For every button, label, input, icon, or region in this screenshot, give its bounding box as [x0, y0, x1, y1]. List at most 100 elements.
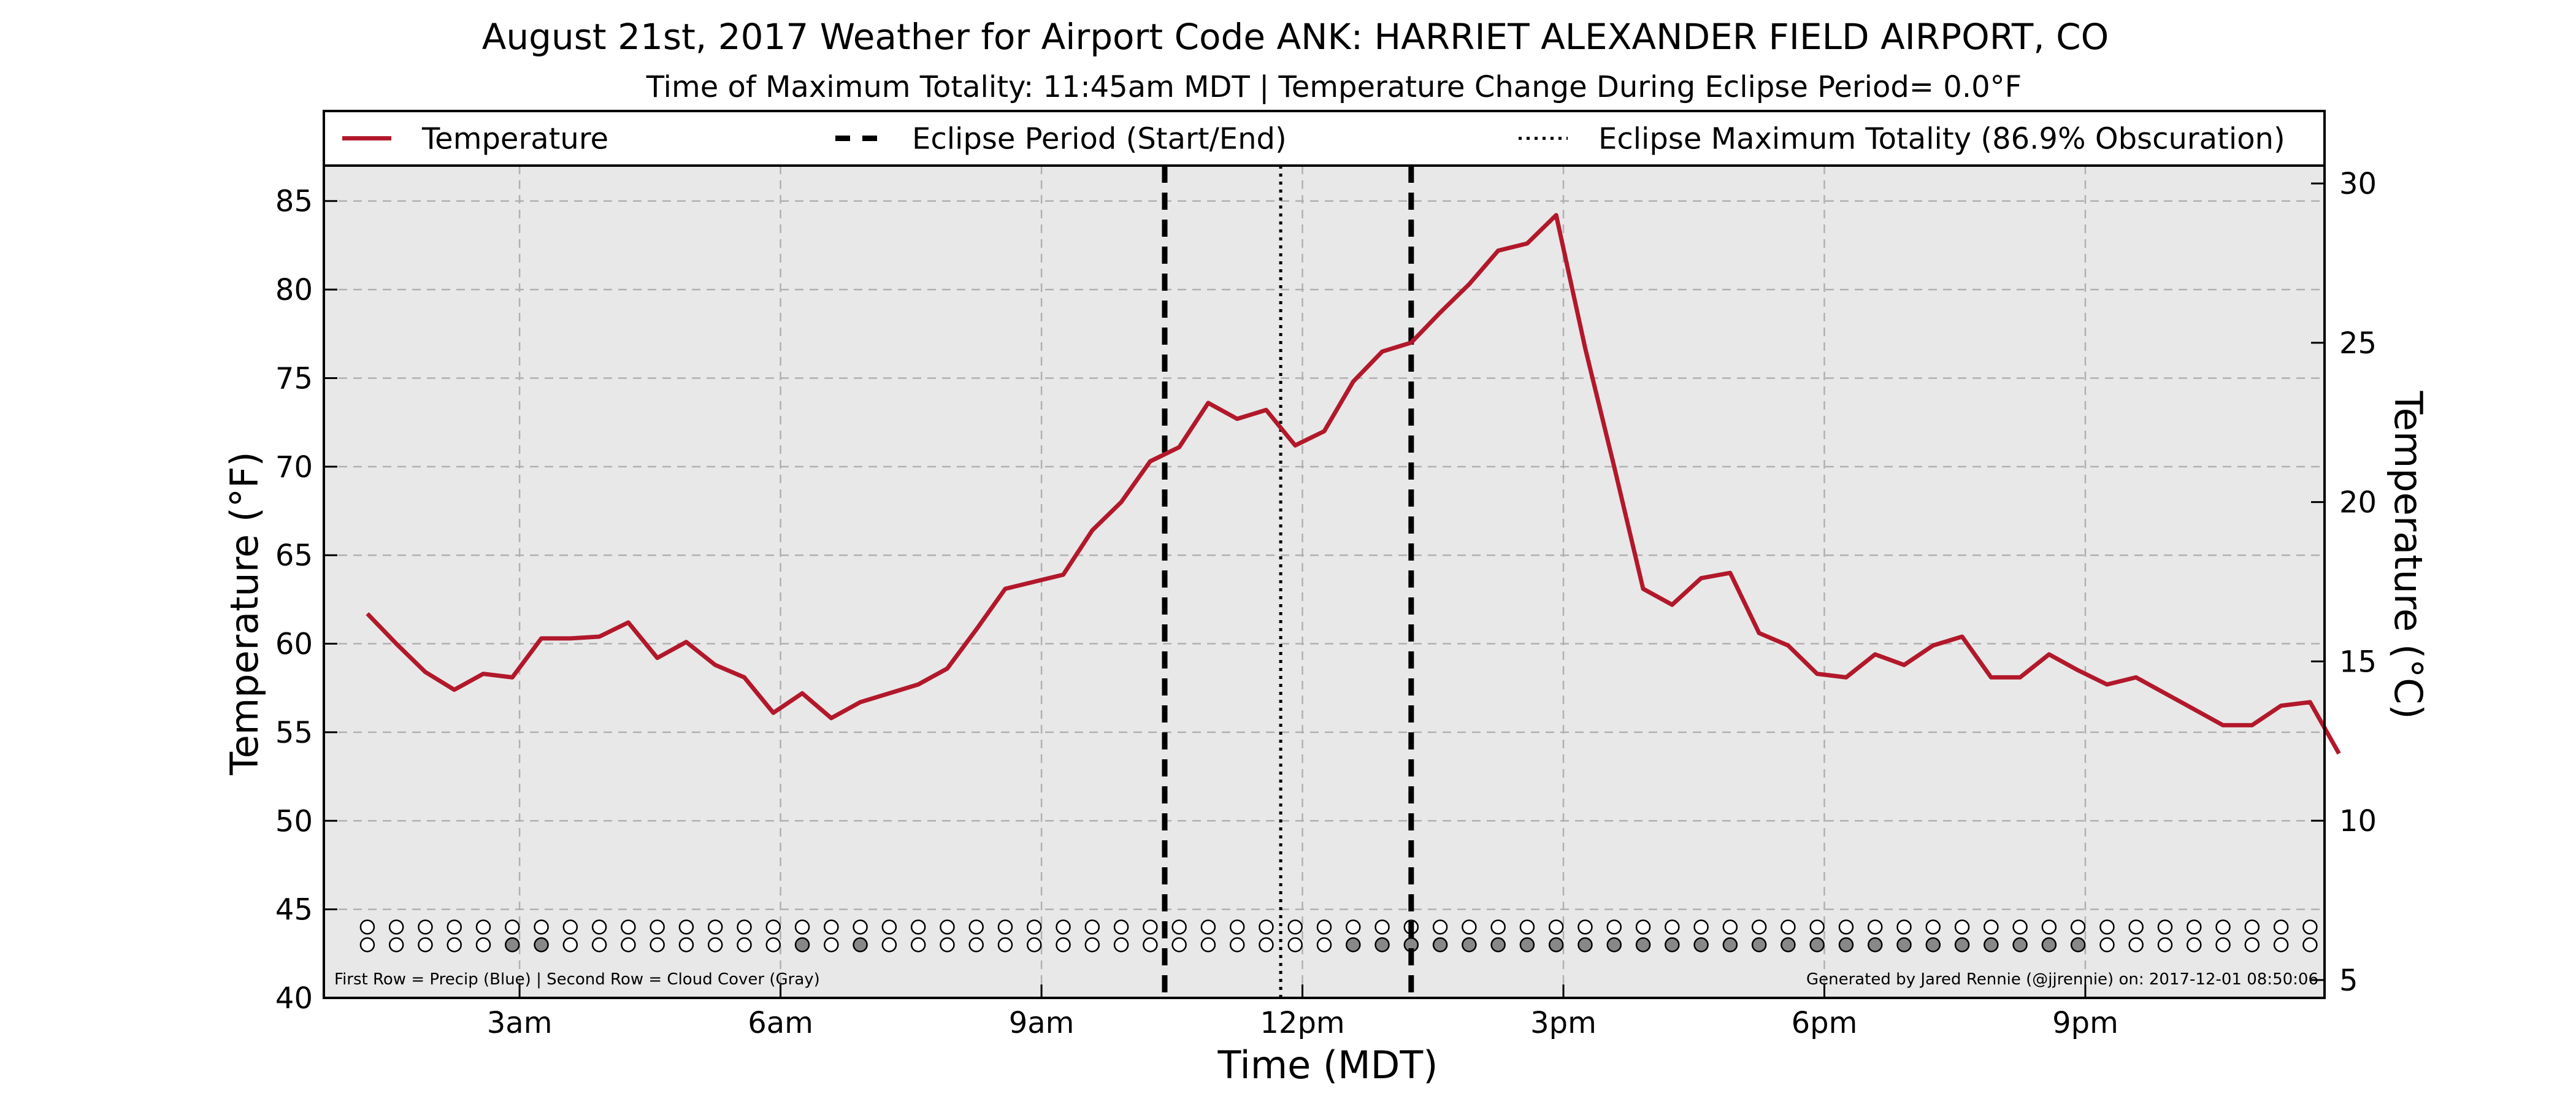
cloud-cover-indicator [2215, 937, 2231, 953]
precip-indicator [447, 919, 462, 935]
cloud-cover-indicator [388, 937, 404, 953]
precip-indicator [1722, 919, 1738, 935]
precip-indicator [824, 919, 839, 935]
cloud-cover-indicator [968, 937, 984, 953]
precip-indicator [1056, 919, 1071, 935]
cloud-cover-indicator [1954, 937, 1970, 953]
cloud-cover-indicator [1896, 937, 1912, 953]
cloud-cover-indicator [997, 937, 1013, 953]
cloud-cover-indicator [562, 937, 578, 953]
cloud-cover-indicator [1925, 937, 1941, 953]
plot-background [324, 166, 2325, 998]
cloud-cover-indicator [940, 937, 955, 953]
cloud-cover-indicator [1229, 937, 1245, 953]
precip-indicator [997, 919, 1013, 935]
precip-indicator [2187, 919, 2202, 935]
precip-indicator [1577, 919, 1593, 935]
x-tick-label: 9pm [2052, 1006, 2118, 1040]
x-tick-label: 6am [748, 1006, 813, 1040]
y-tick-label-left: 85 [275, 185, 313, 219]
precip-indicator [1229, 919, 1245, 935]
cloud-cover-indicator [505, 937, 520, 953]
cloud-cover-indicator [1809, 937, 1825, 953]
precip-indicator [2070, 919, 2086, 935]
precip-indicator [1490, 919, 1506, 935]
cloud-cover-indicator [1984, 937, 1999, 953]
precip-indicator [2273, 919, 2289, 935]
legend-box [323, 110, 2326, 167]
cloud-cover-indicator [1171, 937, 1187, 953]
y-tick-label-right: 25 [2339, 326, 2377, 361]
cloud-cover-indicator [1838, 937, 1854, 953]
temperature-line [366, 213, 2341, 755]
y-tick-label-right: 30 [2339, 167, 2377, 201]
cloud-cover-indicator [1200, 937, 1216, 953]
cloud-cover-indicator [621, 937, 636, 953]
precip-indicator [1925, 919, 1941, 935]
precip-indicator [2215, 919, 2231, 935]
cloud-cover-indicator [1346, 937, 1361, 953]
cloud-cover-indicator [678, 937, 694, 953]
cloud-cover-indicator [707, 937, 723, 953]
cloud-cover-indicator [2012, 937, 2028, 953]
precip-indicator [621, 919, 636, 935]
precip-indicator [2012, 919, 2028, 935]
x-tick-label: 6pm [1792, 1006, 1858, 1040]
precip-indicator [1143, 919, 1158, 935]
y-tick-label-left: 80 [275, 273, 313, 307]
y-axis-label-right: Temperature (°C) [2386, 390, 2431, 719]
precip-indicator [1751, 919, 1767, 935]
precip-indicator [1084, 919, 1100, 935]
precip-indicator [1693, 919, 1709, 935]
cloud-cover-indicator [2273, 937, 2289, 953]
precip-indicator [418, 919, 433, 935]
precip-indicator [359, 919, 375, 935]
precip-indicator [388, 919, 404, 935]
precip-indicator [591, 919, 607, 935]
precip-indicator [1374, 919, 1390, 935]
precip-indicator [1519, 919, 1535, 935]
cloud-cover-indicator [1026, 937, 1042, 953]
precip-indicator [765, 919, 781, 935]
cloud-cover-indicator [910, 937, 926, 953]
precip-indicator [1606, 919, 1622, 935]
precip-indicator [1635, 919, 1651, 935]
cloud-cover-indicator [853, 937, 868, 953]
cloud-cover-indicator [765, 937, 781, 953]
cloud-cover-indicator [2128, 937, 2144, 953]
precip-indicator [1287, 919, 1303, 935]
precip-indicator [1432, 919, 1448, 935]
cloud-cover-indicator [1665, 937, 1680, 953]
y-tick-label-left: 75 [275, 361, 313, 396]
y-tick-label-right: 5 [2339, 964, 2358, 998]
precip-indicator [1026, 919, 1042, 935]
cloud-cover-indicator [1143, 937, 1158, 953]
x-axis-label: Time (MDT) [1217, 1043, 1438, 1087]
precip-indicator [1665, 919, 1680, 935]
precip-indicator [1984, 919, 1999, 935]
cloud-cover-indicator [1056, 937, 1071, 953]
precip-indicator [650, 919, 665, 935]
legend-label-max-totality: Eclipse Maximum Totality (86.9% Obscurat… [1598, 122, 2285, 156]
cloud-cover-indicator [1374, 937, 1390, 953]
cloud-cover-indicator [1781, 937, 1796, 953]
cloud-cover-indicator [447, 937, 462, 953]
chart-title: August 21st, 2017 Weather for Airport Co… [482, 16, 2109, 58]
precip-indicator [1954, 919, 1970, 935]
cloud-cover-indicator [1577, 937, 1593, 953]
cloud-cover-indicator [1693, 937, 1709, 953]
x-tick-label: 9am [1009, 1006, 1075, 1040]
cloud-cover-indicator [1519, 937, 1535, 953]
precip-indicator [1200, 919, 1216, 935]
y-tick-label-left: 65 [275, 539, 313, 573]
cloud-cover-indicator [1635, 937, 1651, 953]
cloud-cover-indicator [1432, 937, 1448, 953]
precip-indicator [707, 919, 723, 935]
cloud-cover-indicator [881, 937, 897, 953]
precip-indicator [1259, 919, 1274, 935]
footnote-generated-by: Generated by Jared Rennie (@jjrennie) on… [1806, 970, 2318, 989]
cloud-cover-indicator [418, 937, 433, 953]
precip-indicator [1809, 919, 1825, 935]
x-tick-label: 12pm [1260, 1006, 1344, 1040]
